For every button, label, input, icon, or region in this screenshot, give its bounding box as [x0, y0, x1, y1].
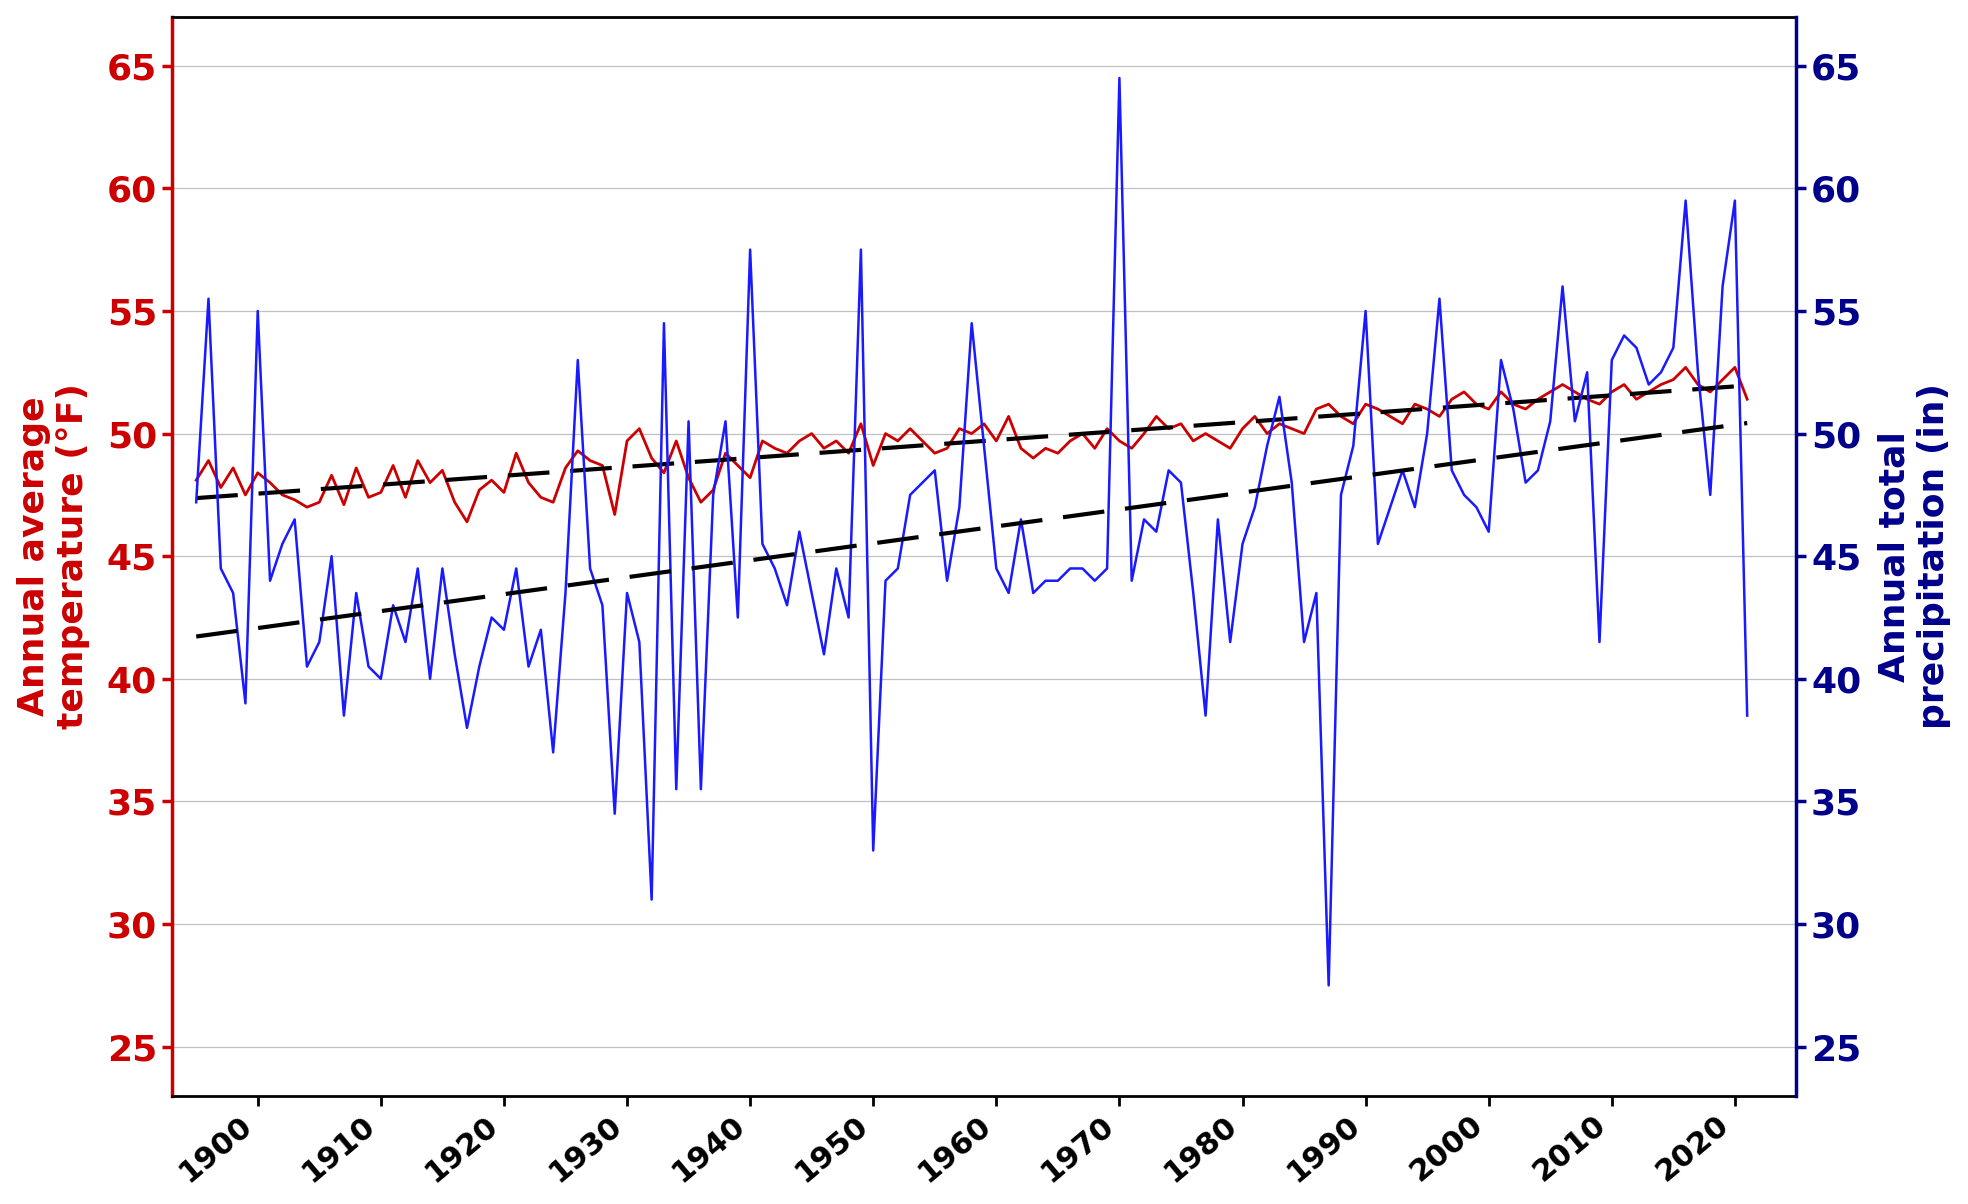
Y-axis label: Annual average
temperature (°F): Annual average temperature (°F) — [16, 383, 91, 730]
Y-axis label: Annual total
precipitation (in): Annual total precipitation (in) — [1877, 383, 1952, 730]
